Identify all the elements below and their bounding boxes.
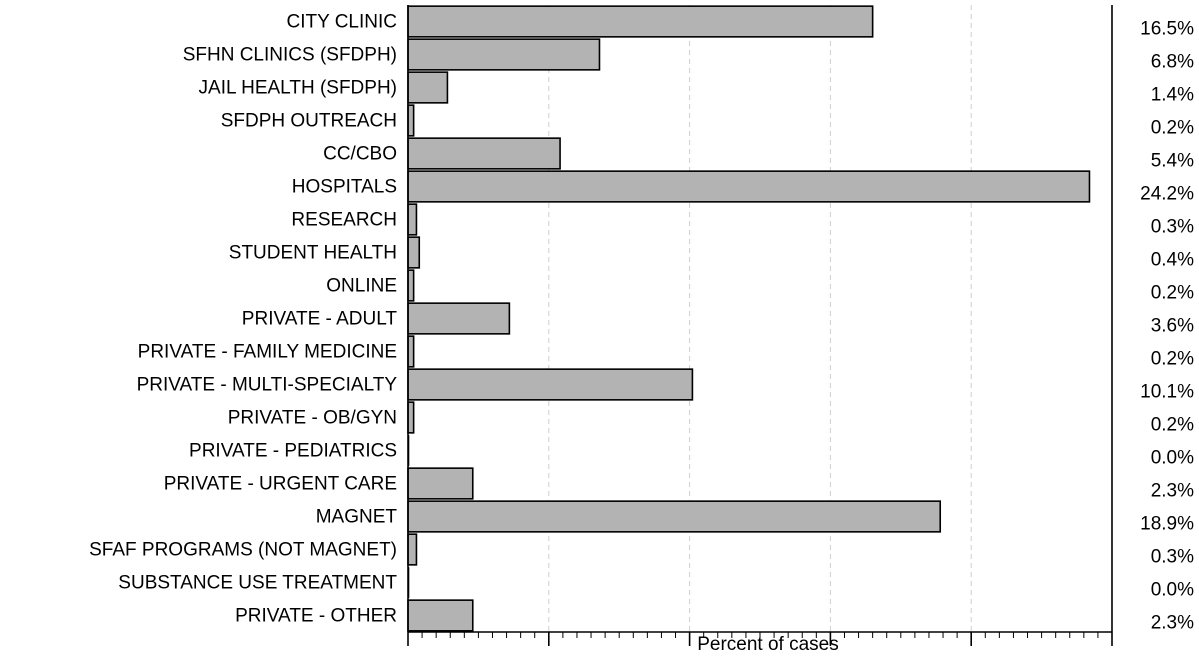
category-label: RESEARCH: [291, 210, 397, 231]
bar: [407, 269, 415, 302]
bar: [407, 467, 474, 500]
category-label: PRIVATE - FAMILY MEDICINE: [138, 342, 397, 363]
value-label: 0.2%: [1151, 118, 1194, 139]
bar: [407, 401, 415, 434]
bar: [407, 71, 449, 104]
category-label: SFDPH OUTREACH: [221, 111, 397, 132]
bar: [407, 170, 1091, 203]
value-labels: 16.5% 6.8% 1.4% 0.2% 5.4% 24.2% 0.3% 0.4% 0.2% 3.…: [1140, 19, 1194, 634]
category-label: PRIVATE - PEDIATRICS: [189, 441, 397, 462]
value-label: 0.4%: [1151, 250, 1194, 271]
category-label: SFAF PROGRAMS (NOT MAGNET): [89, 540, 397, 561]
category-labels: CITY CLINIC SFHN CLINICS (SFDPH) JAIL HEAL…: [89, 12, 397, 627]
value-label: 0.2%: [1151, 283, 1194, 304]
category-label: STUDENT HEALTH: [229, 243, 397, 264]
bars: [407, 5, 1091, 632]
value-label: 0.3%: [1151, 217, 1194, 238]
value-label: 0.0%: [1151, 448, 1194, 469]
category-label: SFHN CLINICS (SFDPH): [183, 45, 397, 66]
bar: [407, 203, 418, 236]
value-label: 2.3%: [1151, 481, 1194, 502]
category-label: MAGNET: [316, 507, 398, 528]
category-label: JAIL HEALTH (SFDPH): [199, 78, 397, 99]
category-label: PRIVATE - MULTI-SPECIALTY: [137, 375, 398, 396]
value-label: 6.8%: [1151, 52, 1194, 73]
x-axis-title: Percent of cases: [697, 634, 839, 655]
value-label: 18.9%: [1140, 514, 1194, 535]
bar: [407, 104, 415, 137]
bar: [407, 500, 942, 533]
x-axis-ticks: 0.0%5.0%10.0%15.0%20.0%25.0%: [407, 632, 1113, 646]
category-label: PRIVATE - OB/GYN: [228, 408, 397, 429]
category-label: CITY CLINIC: [286, 12, 397, 33]
category-label: CC/CBO: [323, 144, 397, 165]
value-label: 0.0%: [1151, 580, 1194, 601]
bar: [407, 38, 601, 71]
value-label: 0.2%: [1151, 349, 1194, 370]
bar: [407, 335, 415, 368]
value-label: 3.6%: [1151, 316, 1194, 337]
value-label: 5.4%: [1151, 151, 1194, 172]
bar: [407, 137, 561, 170]
bar: [407, 599, 474, 632]
value-label: 0.2%: [1151, 415, 1194, 436]
value-label: 1.4%: [1151, 85, 1194, 106]
category-label: ONLINE: [326, 276, 397, 297]
value-label: 2.3%: [1151, 613, 1194, 634]
category-label: SUBSTANCE USE TREATMENT: [118, 573, 397, 594]
bar: [407, 236, 421, 269]
value-label: 24.2%: [1140, 184, 1194, 205]
bar: [407, 533, 418, 566]
bar: [407, 5, 874, 38]
bar: [407, 302, 511, 335]
grid-lines: [548, 5, 972, 632]
category-label: PRIVATE - ADULT: [242, 309, 398, 330]
category-label: PRIVATE - URGENT CARE: [164, 474, 397, 495]
value-label: 0.3%: [1151, 547, 1194, 568]
bar: [407, 368, 694, 401]
value-label: 10.1%: [1140, 382, 1194, 403]
plot-frame: [407, 5, 1113, 633]
value-label: 16.5%: [1140, 19, 1194, 40]
category-label: HOSPITALS: [292, 177, 397, 198]
category-label: PRIVATE - OTHER: [235, 606, 397, 627]
